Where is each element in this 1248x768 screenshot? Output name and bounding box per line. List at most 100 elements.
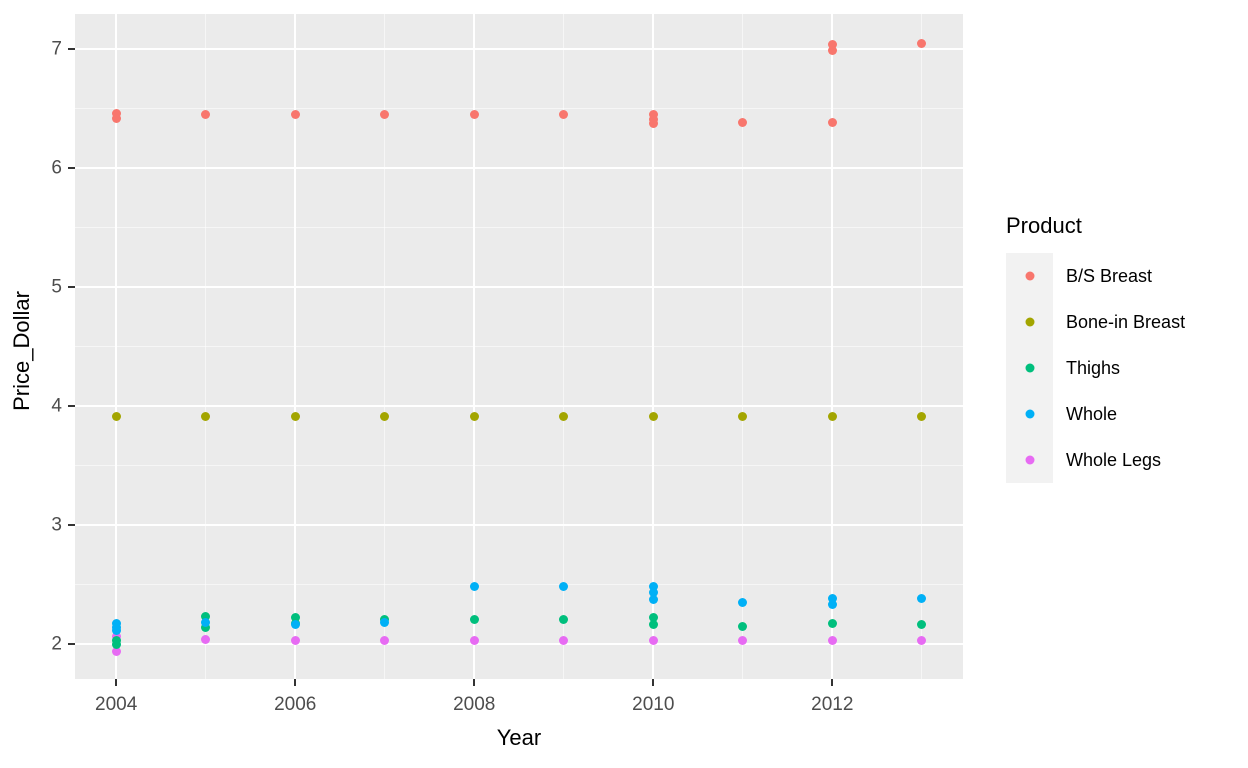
y-major-gridline xyxy=(75,524,963,526)
y-tick-label: 5 xyxy=(51,276,62,298)
x-minor-gridline xyxy=(384,14,386,679)
y-minor-gridline xyxy=(75,584,963,585)
data-point xyxy=(290,613,300,623)
y-tick-label: 6 xyxy=(51,157,62,179)
data-point xyxy=(380,412,390,422)
legend-key-swatch xyxy=(1006,253,1053,299)
legend-point-icon xyxy=(1025,455,1034,465)
data-point xyxy=(917,38,927,48)
legend-title: Product xyxy=(1006,213,1082,238)
data-point xyxy=(111,412,121,422)
data-point xyxy=(648,588,658,598)
plot-panel xyxy=(75,14,963,679)
data-point xyxy=(201,412,211,422)
x-minor-gridline xyxy=(205,14,207,679)
y-minor-gridline xyxy=(75,226,963,228)
data-point xyxy=(559,635,569,645)
data-point xyxy=(201,634,211,644)
y-tick-label: 4 xyxy=(51,395,62,417)
legend-key-swatch xyxy=(1006,391,1053,437)
data-point xyxy=(469,582,479,592)
x-tick-mark xyxy=(294,679,297,686)
y-tick-mark xyxy=(68,405,75,407)
data-point xyxy=(648,620,658,630)
data-point xyxy=(648,613,658,623)
y-axis-title: Price_Dollar xyxy=(9,290,34,411)
legend-point-icon xyxy=(1025,363,1034,373)
data-point xyxy=(201,612,211,622)
data-point xyxy=(380,109,390,119)
x-minor-gridline xyxy=(563,14,565,679)
x-tick-label: 2008 xyxy=(453,694,496,715)
y-tick-mark xyxy=(68,643,75,645)
data-point xyxy=(648,635,658,645)
x-major-gridline xyxy=(294,14,297,679)
legend-key-swatch xyxy=(1006,437,1053,483)
y-tick-label: 2 xyxy=(51,633,62,655)
legend-item-label: B/S Breast xyxy=(1066,266,1153,286)
data-point xyxy=(648,595,658,605)
data-point xyxy=(111,108,121,118)
y-tick-mark xyxy=(68,47,75,50)
data-point xyxy=(380,635,390,645)
data-point xyxy=(469,412,479,422)
data-point xyxy=(827,39,837,49)
legend-item-label: Bone-in Breast xyxy=(1066,312,1186,332)
x-tick-label: 2010 xyxy=(632,694,675,715)
data-point xyxy=(827,412,837,422)
legend-item: Thighs xyxy=(1006,345,1185,391)
data-point xyxy=(111,113,121,123)
legend-point-icon xyxy=(1025,317,1034,327)
x-minor-gridline xyxy=(921,14,923,679)
y-tick-mark xyxy=(68,166,75,169)
y-minor-gridline xyxy=(75,107,963,109)
data-point xyxy=(917,594,927,604)
legend-item: Whole Legs xyxy=(1006,437,1185,483)
x-major-gridline xyxy=(473,14,476,679)
data-point xyxy=(738,412,748,422)
data-point xyxy=(290,109,300,119)
data-point xyxy=(201,109,211,119)
data-point xyxy=(469,635,479,645)
legend-key-swatch xyxy=(1006,345,1053,391)
y-major-gridline xyxy=(75,47,963,50)
legend-item: Whole xyxy=(1006,391,1185,437)
data-point xyxy=(290,620,300,630)
data-point xyxy=(827,594,837,604)
data-point xyxy=(559,582,569,592)
y-major-gridline xyxy=(75,285,963,288)
x-major-gridline xyxy=(115,14,118,679)
x-major-gridline xyxy=(652,14,655,679)
y-major-gridline xyxy=(75,405,963,407)
data-point xyxy=(469,109,479,119)
legend: Product B/S Breast Bone-in Breast Thighs Wh… xyxy=(1006,214,1185,483)
x-tick-mark xyxy=(115,679,118,686)
data-point xyxy=(201,622,211,632)
data-point xyxy=(380,618,390,628)
data-point xyxy=(111,626,121,636)
legend-point-icon xyxy=(1025,409,1034,419)
data-point xyxy=(827,118,837,128)
x-tick-mark xyxy=(831,679,834,686)
data-point xyxy=(827,635,837,645)
legend-item: Bone-in Breast xyxy=(1006,299,1185,345)
data-point xyxy=(648,412,658,422)
x-tick-mark xyxy=(652,679,655,686)
data-point xyxy=(559,614,569,624)
data-point xyxy=(648,109,658,119)
y-tick-label: 3 xyxy=(51,514,62,536)
x-minor-gridline xyxy=(742,14,744,679)
data-point xyxy=(738,597,748,607)
data-point xyxy=(827,619,837,629)
data-point xyxy=(111,646,121,656)
legend-key-swatch xyxy=(1006,299,1053,345)
legend-item-label: Whole xyxy=(1066,404,1118,424)
legend-item-label: Whole Legs xyxy=(1066,450,1162,470)
data-point xyxy=(827,600,837,610)
x-axis-title: Year xyxy=(496,725,542,750)
data-point xyxy=(738,118,748,128)
data-point xyxy=(738,635,748,645)
data-point xyxy=(917,412,927,422)
data-point xyxy=(648,582,658,592)
